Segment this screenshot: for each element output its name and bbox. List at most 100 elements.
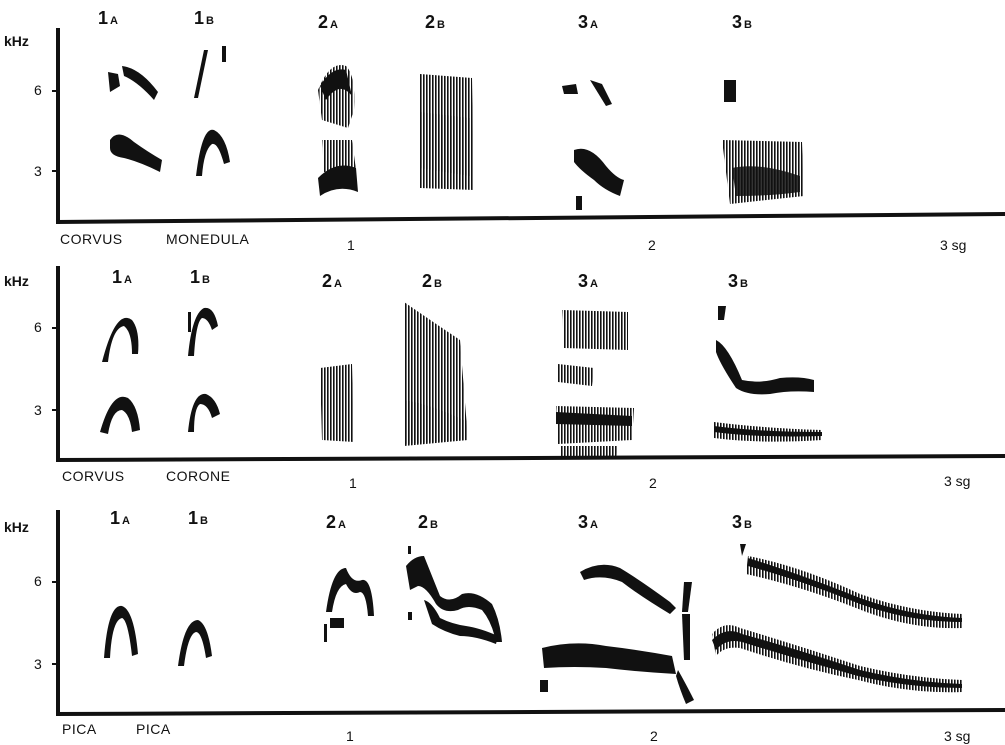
- svg-text:A: A: [110, 15, 118, 27]
- sonogram-1A: [100, 317, 140, 434]
- svg-text:B: B: [744, 519, 752, 531]
- sonogram-1B: [194, 46, 230, 176]
- time-tick-2: 2: [649, 475, 657, 491]
- time-tick-2: 2: [648, 237, 656, 253]
- sonogram-3B: [722, 80, 804, 204]
- svg-text:2: 2: [322, 271, 332, 291]
- svg-text:A: A: [330, 19, 338, 31]
- y-axis-unit: kHz: [4, 33, 29, 49]
- sonogram-1B: [178, 620, 212, 666]
- y-tick-6: 6: [34, 319, 42, 335]
- svg-text:A: A: [590, 19, 598, 31]
- time-tick-3: 3 sg: [944, 728, 970, 744]
- sonogram-1A: [104, 605, 138, 658]
- svg-text:1: 1: [112, 267, 122, 287]
- svg-text:A: A: [124, 274, 132, 286]
- svg-text:2: 2: [418, 512, 428, 532]
- sonogram-2A: [320, 364, 354, 442]
- svg-text:3: 3: [732, 12, 742, 32]
- species-genus: CORVUS: [60, 231, 123, 247]
- svg-text:1: 1: [194, 8, 204, 28]
- time-tick-2: 2: [650, 728, 658, 744]
- svg-text:1: 1: [110, 508, 120, 528]
- sonogram-3A: [540, 564, 694, 704]
- sonogram-2B: [404, 302, 468, 446]
- svg-text:B: B: [206, 15, 214, 27]
- species-genus: PICA: [62, 721, 97, 737]
- x-axis: [55, 212, 1005, 224]
- svg-text:3: 3: [578, 512, 588, 532]
- svg-text:B: B: [744, 19, 752, 31]
- svg-text:2: 2: [422, 271, 432, 291]
- svg-text:B: B: [437, 19, 445, 31]
- sonogram-2A: [318, 65, 358, 196]
- svg-text:1: 1: [190, 267, 200, 287]
- svg-text:B: B: [430, 519, 438, 531]
- y-axis-unit: kHz: [4, 519, 29, 535]
- time-tick-3: 3 sg: [940, 237, 966, 253]
- svg-text:B: B: [434, 278, 442, 290]
- y-tick-3: 3: [34, 163, 42, 179]
- y-tick-6: 6: [34, 82, 42, 98]
- species-genus: CORVUS: [62, 468, 125, 484]
- svg-text:B: B: [200, 515, 208, 527]
- svg-text:A: A: [122, 515, 130, 527]
- svg-text:1: 1: [188, 508, 198, 528]
- y-tick-3: 3: [34, 656, 42, 672]
- sonogram-2A: [324, 568, 374, 642]
- svg-text:A: A: [338, 519, 346, 531]
- sonogram-3B: [714, 306, 822, 442]
- sonogram-1B: [188, 307, 220, 432]
- svg-text:A: A: [590, 519, 598, 531]
- sonogram-2B: [406, 546, 502, 644]
- y-tick-3: 3: [34, 402, 42, 418]
- sonogram-1A: [108, 66, 162, 172]
- sonogram-3B: [712, 544, 962, 693]
- y-tick-6: 6: [34, 573, 42, 589]
- svg-text:2: 2: [318, 12, 328, 32]
- x-axis: [55, 708, 1005, 716]
- svg-text:A: A: [590, 278, 598, 290]
- sonogram-3A: [556, 310, 634, 458]
- svg-text:3: 3: [578, 271, 588, 291]
- svg-text:2: 2: [425, 12, 435, 32]
- time-tick-1: 1: [346, 728, 354, 744]
- svg-text:B: B: [740, 278, 748, 290]
- svg-text:2: 2: [326, 512, 336, 532]
- svg-text:3: 3: [732, 512, 742, 532]
- species-name: PICA: [136, 721, 171, 737]
- svg-text:B: B: [202, 274, 210, 286]
- svg-text:3: 3: [578, 12, 588, 32]
- sonogram-2B: [420, 74, 474, 190]
- x-axis: [55, 454, 1005, 462]
- time-tick-1: 1: [347, 237, 355, 253]
- time-tick-1: 1: [349, 475, 357, 491]
- svg-text:3: 3: [728, 271, 738, 291]
- y-axis-unit: kHz: [4, 273, 29, 289]
- species-name: MONEDULA: [166, 231, 250, 247]
- time-tick-3: 3 sg: [944, 473, 970, 489]
- svg-text:A: A: [334, 278, 342, 290]
